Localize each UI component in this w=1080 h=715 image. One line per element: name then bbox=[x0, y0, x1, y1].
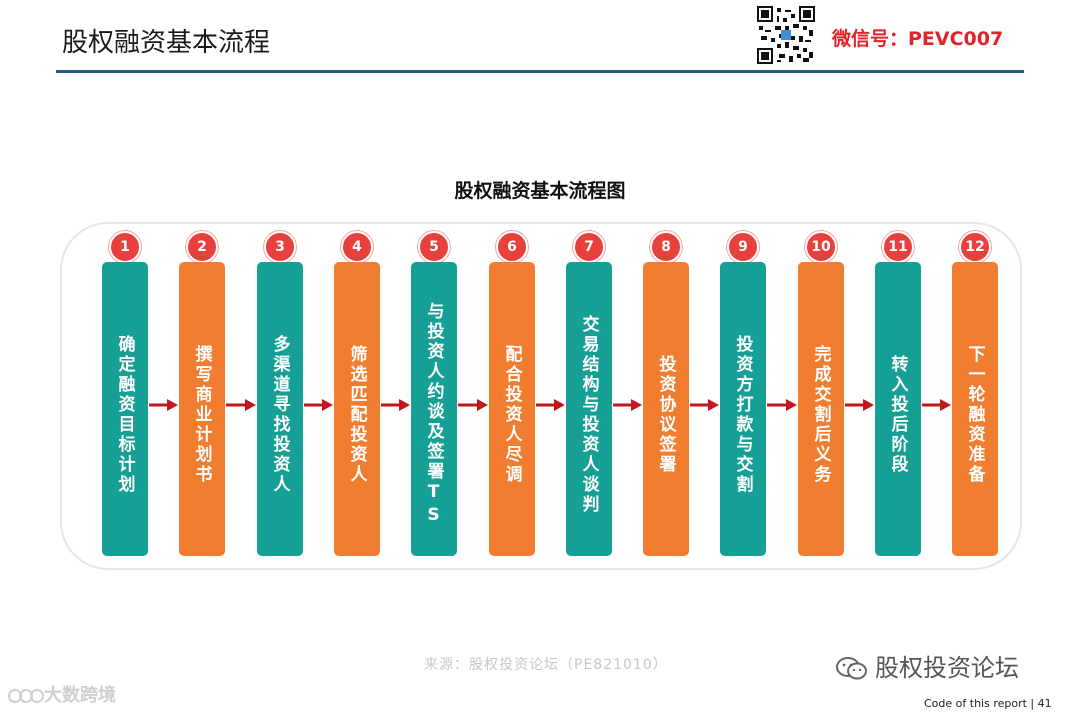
process-step-label: 与投资人约谈及签署TS bbox=[423, 302, 444, 528]
header-divider bbox=[56, 70, 1024, 73]
flow-arrow bbox=[226, 399, 256, 411]
watermark-text: 大数跨境 bbox=[44, 685, 116, 706]
page-title: 股权融资基本流程 bbox=[62, 28, 271, 58]
step-number-badge: 10 bbox=[805, 231, 837, 263]
step-number-badge: 9 bbox=[727, 231, 759, 263]
flow-arrow bbox=[690, 399, 719, 411]
qr-code-icon bbox=[757, 6, 815, 64]
page-code: Code of this report | 41 bbox=[924, 697, 1052, 710]
flow-arrow bbox=[536, 399, 565, 411]
watermark-logo-icon bbox=[8, 689, 44, 703]
step-number-badge: 1 bbox=[109, 231, 141, 263]
process-step-label: 筛选匹配投资人 bbox=[346, 345, 367, 485]
process-step-box: 撰写商业计划书 bbox=[179, 262, 225, 556]
process-step-box: 配合投资人尽调 bbox=[489, 262, 535, 556]
process-step-label: 下一轮融资准备 bbox=[964, 345, 985, 485]
watermark: 大数跨境 bbox=[8, 681, 116, 707]
process-step-label: 交易结构与投资人谈判 bbox=[578, 315, 599, 515]
step-number-badge: 5 bbox=[418, 231, 450, 263]
process-step-label: 完成交割后义务 bbox=[810, 345, 831, 485]
flow-arrow bbox=[458, 399, 488, 411]
process-step-label: 投资方打款与交割 bbox=[732, 335, 753, 495]
flow-arrow bbox=[922, 399, 951, 411]
step-number-badge: 2 bbox=[186, 231, 218, 263]
step-number-badge: 4 bbox=[341, 231, 373, 263]
process-step-box: 投资协议签署 bbox=[643, 262, 689, 556]
forum-name: 股权投资论坛 bbox=[875, 654, 1019, 682]
process-step-box: 完成交割后义务 bbox=[798, 262, 844, 556]
process-step-box: 筛选匹配投资人 bbox=[334, 262, 380, 556]
step-number-badge: 11 bbox=[882, 231, 914, 263]
process-step-label: 撰写商业计划书 bbox=[191, 345, 212, 485]
step-number-badge: 6 bbox=[496, 231, 528, 263]
diagram-title: 股权融资基本流程图 bbox=[454, 180, 626, 202]
process-step-box: 转入投后阶段 bbox=[875, 262, 921, 556]
process-step-label: 确定融资目标计划 bbox=[114, 335, 135, 495]
flow-arrow bbox=[149, 399, 178, 411]
process-step-box: 交易结构与投资人谈判 bbox=[566, 262, 612, 556]
source-note: 来源：股权投资论坛（PE821010） bbox=[424, 657, 668, 673]
process-step-label: 转入投后阶段 bbox=[887, 355, 908, 475]
process-step-box: 投资方打款与交割 bbox=[720, 262, 766, 556]
forum-brand: 股权投资论坛 bbox=[835, 648, 1019, 683]
step-number-badge: 7 bbox=[573, 231, 605, 263]
wechat-id: 微信号：PEVC007 bbox=[832, 28, 1004, 50]
step-number-badge: 12 bbox=[959, 231, 991, 263]
process-step-box: 下一轮融资准备 bbox=[952, 262, 998, 556]
process-step-label: 配合投资人尽调 bbox=[501, 345, 522, 485]
wechat-icon bbox=[836, 657, 867, 680]
process-step-box: 与投资人约谈及签署TS bbox=[411, 262, 457, 556]
process-step-box: 多渠道寻找投资人 bbox=[257, 262, 303, 556]
flow-arrow bbox=[304, 399, 333, 411]
process-step-box: 确定融资目标计划 bbox=[102, 262, 148, 556]
flow-arrow bbox=[613, 399, 642, 411]
flow-arrow bbox=[845, 399, 874, 411]
flow-arrow bbox=[381, 399, 410, 411]
process-step-label: 投资协议签署 bbox=[655, 355, 676, 475]
step-number-badge: 8 bbox=[650, 231, 682, 263]
diagram-frame bbox=[60, 222, 1022, 570]
flow-arrow bbox=[767, 399, 797, 411]
process-step-label: 多渠道寻找投资人 bbox=[269, 335, 290, 495]
step-number-badge: 3 bbox=[264, 231, 296, 263]
